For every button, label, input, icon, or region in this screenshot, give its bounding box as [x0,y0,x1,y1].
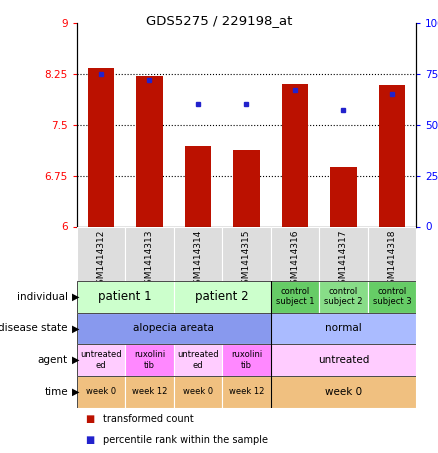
Text: GSM1414316: GSM1414316 [290,229,299,290]
Text: ruxolini
tib: ruxolini tib [231,351,262,370]
Text: ▶: ▶ [72,292,80,302]
Text: GSM1414314: GSM1414314 [194,229,202,289]
Text: normal: normal [325,323,362,333]
Bar [271,376,416,408]
Bar [367,226,416,281]
Bar [136,76,163,226]
Bar [330,168,357,226]
Bar [271,313,416,344]
Bar [77,281,173,313]
Text: ▶: ▶ [72,387,80,397]
Bar [77,344,125,376]
Text: ▶: ▶ [72,323,80,333]
Text: patient 2: patient 2 [195,290,249,303]
Text: transformed count: transformed count [103,414,194,424]
Bar [125,376,173,408]
Text: control
subject 1: control subject 1 [276,287,314,306]
Text: GSM1414317: GSM1414317 [339,229,348,290]
Text: agent: agent [38,355,68,365]
Bar [77,226,125,281]
Text: time: time [44,387,68,397]
Text: individual: individual [17,292,68,302]
Text: untreated: untreated [318,355,369,365]
Bar [271,226,319,281]
Bar [222,344,271,376]
Text: GSM1414318: GSM1414318 [387,229,396,290]
Bar [233,149,260,226]
Text: control
subject 2: control subject 2 [324,287,363,306]
Text: week 0: week 0 [86,387,116,396]
Text: GSM1414315: GSM1414315 [242,229,251,290]
Bar [173,344,222,376]
Text: week 0: week 0 [325,387,362,397]
Bar [125,226,173,281]
Bar [77,313,271,344]
Text: week 12: week 12 [229,387,264,396]
Text: ■: ■ [85,435,95,445]
Text: ■: ■ [85,414,95,424]
Text: GSM1414313: GSM1414313 [145,229,154,290]
Text: alopecia areata: alopecia areata [133,323,214,333]
Bar [77,376,125,408]
Text: week 0: week 0 [183,387,213,396]
Bar [173,376,222,408]
Bar [271,281,319,313]
Bar [282,84,308,226]
Bar [173,281,271,313]
Bar [222,226,271,281]
Bar [319,226,367,281]
Text: week 12: week 12 [132,387,167,396]
Text: control
subject 3: control subject 3 [373,287,411,306]
Bar [378,85,405,226]
Text: percentile rank within the sample: percentile rank within the sample [103,435,268,445]
Bar [184,146,211,226]
Text: GSM1414312: GSM1414312 [96,229,106,289]
Bar [367,281,416,313]
Bar [271,344,416,376]
Bar [222,376,271,408]
Bar [319,281,367,313]
Text: disease state: disease state [0,323,68,333]
Text: untreated
ed: untreated ed [177,351,219,370]
Bar [88,68,114,226]
Text: GDS5275 / 229198_at: GDS5275 / 229198_at [146,14,292,27]
Text: ruxolini
tib: ruxolini tib [134,351,165,370]
Bar [173,226,222,281]
Text: ▶: ▶ [72,355,80,365]
Bar [125,344,173,376]
Text: untreated
ed: untreated ed [80,351,122,370]
Text: patient 1: patient 1 [98,290,152,303]
